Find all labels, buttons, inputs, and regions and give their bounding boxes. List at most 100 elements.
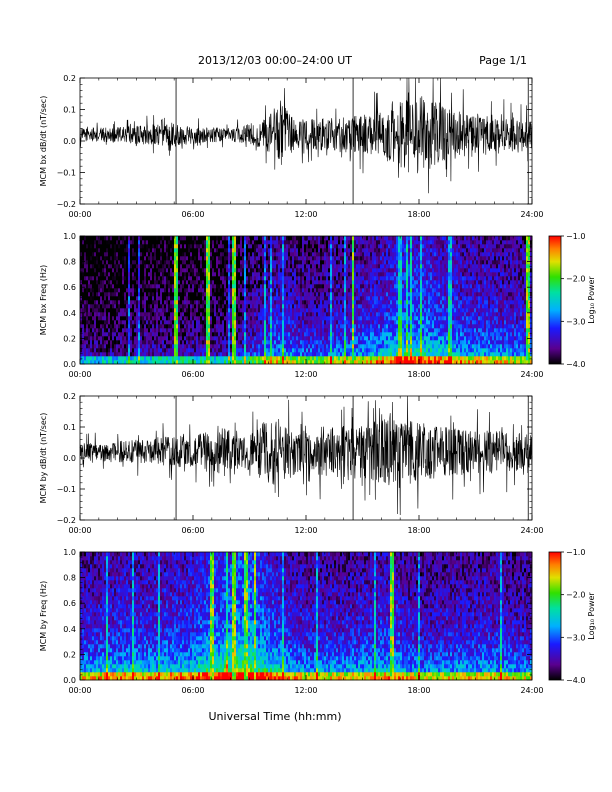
spectrogram-cell — [340, 328, 343, 333]
spectrogram-cell — [244, 356, 247, 361]
spectrogram-cell — [328, 256, 331, 261]
spectrogram-cell — [328, 288, 331, 293]
spectrogram-cell — [122, 328, 125, 333]
spectrogram-cell — [136, 336, 139, 341]
spectrogram-cell — [226, 284, 229, 289]
spectrogram-cell — [270, 300, 273, 305]
spectrogram-cell — [260, 240, 263, 245]
spectrogram-cell — [194, 256, 197, 261]
spectrogram-cell — [186, 240, 189, 245]
spectrogram-cell — [164, 256, 167, 261]
spectrogram-cell — [186, 332, 189, 337]
spectrogram-cell — [298, 240, 301, 245]
spectrogram-cell — [136, 256, 139, 261]
spectrogram-cell — [128, 324, 131, 329]
spectrogram-cell — [216, 344, 219, 349]
spectrogram-cell — [152, 244, 155, 249]
spectrogram-cell — [138, 240, 141, 245]
spectrogram-cell — [360, 348, 363, 353]
spectrogram-cell — [104, 340, 107, 345]
spectrogram-cell — [210, 292, 213, 297]
spectrogram-cell — [94, 284, 97, 289]
spectrogram-cell — [104, 276, 107, 281]
spectrogram-cell — [132, 332, 135, 337]
spectrogram-cell — [276, 356, 279, 361]
spectrogram-cell — [288, 320, 291, 325]
spectrogram-cell — [250, 292, 253, 297]
spectrogram-cell — [316, 264, 319, 269]
spectrogram-cell — [106, 248, 109, 253]
spectrogram-cell — [100, 360, 103, 365]
spectrogram-cell — [102, 312, 105, 317]
spectrogram-cell — [94, 292, 97, 297]
spectrogram-cell — [198, 236, 201, 241]
spectrogram-cell — [116, 252, 119, 257]
spectrogram-cell — [238, 296, 241, 301]
spectrogram-cell — [80, 256, 83, 261]
spectrogram-cell — [352, 348, 355, 353]
spectrogram-cell — [264, 284, 267, 289]
spectrogram-cell — [80, 268, 83, 273]
spectrogram-cell — [220, 280, 223, 285]
spectrogram-cell — [328, 340, 331, 345]
spectrogram-cell — [194, 272, 197, 277]
spectrogram-cell — [332, 260, 335, 265]
spectrogram-cell — [82, 316, 85, 321]
spectrogram-cell — [268, 248, 271, 253]
spectrogram-cell — [256, 340, 259, 345]
spectrogram-cell — [186, 292, 189, 297]
spectrogram-cell — [350, 296, 353, 301]
spectrogram-cell — [172, 248, 175, 253]
spectrogram-cell — [124, 292, 127, 297]
spectrogram-cell — [240, 336, 243, 341]
spectrogram-cell — [212, 340, 215, 345]
spectrogram-cell — [336, 352, 339, 357]
spectrogram-cell — [134, 296, 137, 301]
spectrogram-cell — [376, 280, 379, 285]
spectrogram-cell — [88, 328, 91, 333]
spectrogram-cell — [226, 272, 229, 277]
spectrogram-cell — [280, 300, 283, 305]
spectrogram-cell — [228, 324, 231, 329]
spectrogram-cell — [180, 288, 183, 293]
spectrogram-cell — [312, 308, 315, 313]
spectrogram-cell — [284, 300, 287, 305]
spectrogram-cell — [178, 284, 181, 289]
spectrogram-cell — [340, 320, 343, 325]
spectrogram-cell — [330, 256, 333, 261]
spectrogram-cell — [190, 352, 193, 357]
spectrogram-cell — [136, 268, 139, 273]
spectrogram-cell — [238, 332, 241, 337]
spectrogram-cell — [336, 256, 339, 261]
spectrogram-cell — [238, 316, 241, 321]
spectrogram-cell — [128, 236, 131, 241]
spectrogram-cell — [246, 300, 249, 305]
spectrogram-cell — [92, 352, 95, 357]
spectrogram-cell — [182, 240, 185, 245]
spectrogram-cell — [184, 248, 187, 253]
spectrogram-cell — [200, 336, 203, 341]
spectrogram-cell — [106, 312, 109, 317]
spectrogram-cell — [206, 360, 209, 365]
spectrogram-cell — [190, 280, 193, 285]
spectrogram-cell — [128, 356, 131, 361]
spectrogram-cell — [356, 328, 359, 333]
spectrogram-cell — [122, 300, 125, 305]
spectrogram-cell — [340, 248, 343, 253]
spectrogram-cell — [172, 348, 175, 353]
spectrogram-cell — [358, 300, 361, 305]
spectrogram-cell — [288, 288, 291, 293]
spectrogram-cell — [302, 304, 305, 309]
spectrogram-cell — [242, 260, 245, 265]
spectrogram-cell — [296, 328, 299, 333]
spectrogram-cell — [368, 292, 371, 297]
spectrogram-cell — [208, 360, 211, 365]
spectrogram-cell — [280, 356, 283, 361]
spectrogram-cell — [338, 316, 341, 321]
spectrogram-cell — [280, 308, 283, 313]
spectrogram-cell — [94, 296, 97, 301]
spectrogram-cell — [194, 312, 197, 317]
spectrogram-cell — [200, 276, 203, 281]
spectrogram-cell — [112, 240, 115, 245]
spectrogram-cell — [290, 272, 293, 277]
